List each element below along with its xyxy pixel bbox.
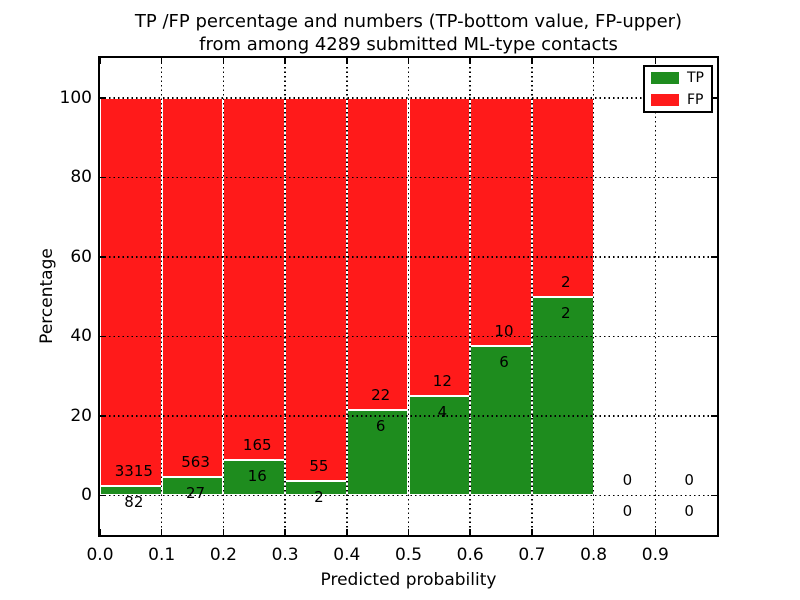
x-tick [346, 529, 348, 535]
bar-count-labels-layer: 3315 82 563 27 165 16 55 2 22 6 12 4 10 6 2 2 0 0 0 0 [100, 58, 717, 535]
y-tick-label: 40 [70, 326, 92, 347]
x-tick [222, 529, 225, 535]
x-tick [160, 529, 163, 535]
bar-fp-segment [470, 97, 532, 347]
y-tick-label: 20 [70, 405, 92, 426]
x-gridline [222, 58, 225, 535]
tp-count-label: 0 [684, 502, 694, 521]
tp-count-label: 16 [247, 467, 267, 486]
bar-fp-segment [285, 97, 347, 482]
tp-count-label: 82 [124, 492, 144, 511]
tp-count-label: 2 [560, 303, 571, 322]
legend-entry-fp: FP [645, 89, 711, 111]
x-tick-label: 0.4 [333, 545, 361, 565]
y-tick [711, 97, 717, 99]
x-tick [531, 529, 533, 535]
plot-area: 3315 82 563 27 165 16 55 2 22 6 12 4 10 6 2 2 0 0 0 0 TP FP [98, 56, 719, 537]
y-tick [100, 335, 106, 337]
x-tick [592, 58, 595, 64]
fp-count-label: 563 [181, 453, 210, 472]
x-tick-label: 0.0 [86, 545, 114, 565]
x-tick-label: 0.6 [456, 545, 484, 565]
tp-legend-label: TP [687, 70, 704, 86]
x-tick [407, 58, 410, 64]
x-gridline [592, 58, 595, 535]
x-tick [469, 529, 471, 535]
y-tick [711, 494, 717, 496]
tp-count-label: 6 [375, 417, 386, 436]
legend-entry-tp: TP [645, 67, 711, 89]
chart-title-line1: TP /FP percentage and numbers (TP-bottom… [134, 11, 683, 32]
y-tick-label: 80 [70, 167, 92, 188]
x-gridline [407, 58, 410, 535]
x-axis-label: Predicted probability [320, 570, 497, 590]
x-tick [592, 529, 595, 535]
x-tick [222, 58, 225, 64]
x-tick [469, 58, 471, 64]
x-tick [99, 58, 101, 64]
chart-title-line2: from among 4289 submitted ML-type contac… [199, 34, 618, 55]
x-tick-label: 0.9 [641, 545, 669, 565]
x-tick [284, 58, 286, 64]
y-tick [100, 176, 106, 178]
x-tick-label: 0.8 [580, 545, 608, 565]
y-tick [100, 415, 106, 417]
x-tick [531, 58, 533, 64]
x-tick-label: 0.1 [148, 545, 176, 565]
x-tick [160, 58, 163, 64]
x-tick-label: 0.5 [394, 545, 423, 565]
x-gridline [160, 58, 163, 535]
chart-title: TP /FP percentage and numbers (TP-bottom… [98, 10, 719, 56]
x-tick [99, 529, 101, 535]
x-tick-label: 0.3 [271, 545, 299, 565]
y-tick [100, 97, 106, 99]
x-tick [407, 529, 410, 535]
x-gridline [531, 58, 533, 535]
tp-count-label: 6 [499, 353, 509, 372]
x-tick-label: 0.7 [518, 545, 546, 565]
tp-count-label: 2 [314, 488, 324, 507]
fp-count-label: 2 [560, 272, 571, 291]
y-tick [711, 335, 717, 337]
fp-count-label: 10 [494, 322, 514, 341]
y-tick [711, 256, 717, 258]
fp-count-label: 0 [622, 471, 633, 490]
y-tick [100, 494, 106, 496]
x-tick [654, 529, 657, 535]
fp-count-label: 22 [371, 386, 391, 405]
tp-count-label: 0 [622, 502, 633, 521]
y-tick [711, 415, 717, 417]
y-tick-label: 100 [59, 87, 92, 108]
fp-legend-swatch [651, 94, 679, 106]
fp-legend-label: FP [687, 92, 704, 108]
tp-count-label: 27 [186, 484, 206, 503]
x-gridline [469, 58, 471, 535]
x-gridline [284, 58, 286, 535]
fp-count-label: 3315 [114, 461, 153, 480]
x-tick-label: 0.2 [209, 545, 237, 565]
y-tick [711, 176, 717, 178]
bar-tp-segment [408, 395, 471, 496]
tp-legend-swatch [651, 72, 679, 84]
y-tick [100, 256, 106, 258]
x-gridline [654, 58, 657, 535]
x-tick [346, 58, 348, 64]
tp-count-label: 4 [437, 402, 448, 421]
fp-count-label: 165 [242, 436, 272, 455]
x-gridline [346, 58, 348, 535]
fp-count-label: 0 [684, 471, 694, 490]
fp-count-label: 55 [309, 457, 329, 476]
grid-layer [99, 58, 717, 535]
y-tick-label: 0 [81, 485, 92, 506]
x-tick [284, 529, 286, 535]
x-tick [654, 58, 657, 64]
legend: TP FP [643, 65, 713, 113]
fp-count-label: 12 [432, 371, 452, 390]
y-tick-label: 60 [70, 246, 92, 267]
